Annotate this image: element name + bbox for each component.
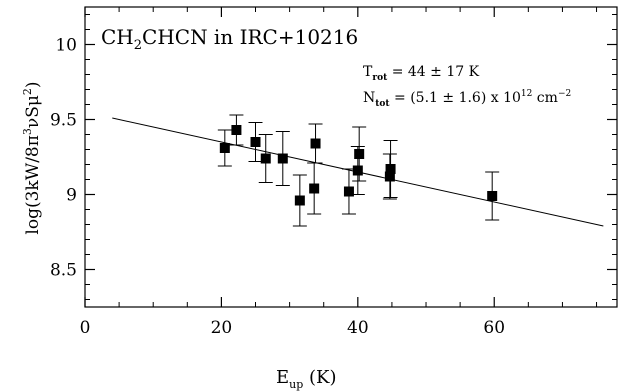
- major-ticks: [84, 7, 617, 307]
- ntot-annotation: Ntot = (5.1 ± 1.6) x 1012 cm−2: [363, 89, 571, 109]
- data-point: [352, 165, 363, 176]
- data-points: [219, 125, 498, 206]
- x-tick-label: 60: [483, 318, 505, 338]
- y-tick-label: 9.5: [50, 111, 77, 131]
- x-tick-label: 20: [211, 318, 233, 338]
- trot-annotation: Trot = 44 ± 17 K: [363, 64, 480, 83]
- data-point: [294, 195, 305, 206]
- minor-ticks: [85, 7, 617, 307]
- x-tick-label: 0: [80, 318, 91, 338]
- plot-frame: [84, 6, 618, 308]
- data-point: [260, 153, 271, 164]
- y-tick-label: 9: [66, 186, 77, 206]
- data-point: [277, 153, 288, 164]
- x-axis-label: Eup (K): [276, 367, 337, 391]
- data-point: [487, 191, 498, 201]
- data-point: [354, 149, 365, 159]
- chart-title: CH2CHCN in IRC+10216: [101, 25, 358, 53]
- x-tick-labels: 0 20 40 60: [80, 318, 505, 338]
- data-point: [309, 183, 320, 194]
- y-tick-labels: 8.5 9 9.5 10: [50, 36, 77, 281]
- data-point: [384, 171, 395, 182]
- data-point: [385, 164, 396, 174]
- data-point: [219, 143, 230, 153]
- data-point: [343, 186, 354, 197]
- data-point: [231, 125, 242, 135]
- x-tick-label: 40: [347, 318, 369, 338]
- data-point: [310, 138, 321, 149]
- y-tick-label: 10: [55, 36, 77, 56]
- y-tick-label: 8.5: [50, 261, 77, 281]
- y-axis-label: log(3kW/8π3νSμ2): [21, 81, 43, 234]
- data-point: [250, 137, 261, 147]
